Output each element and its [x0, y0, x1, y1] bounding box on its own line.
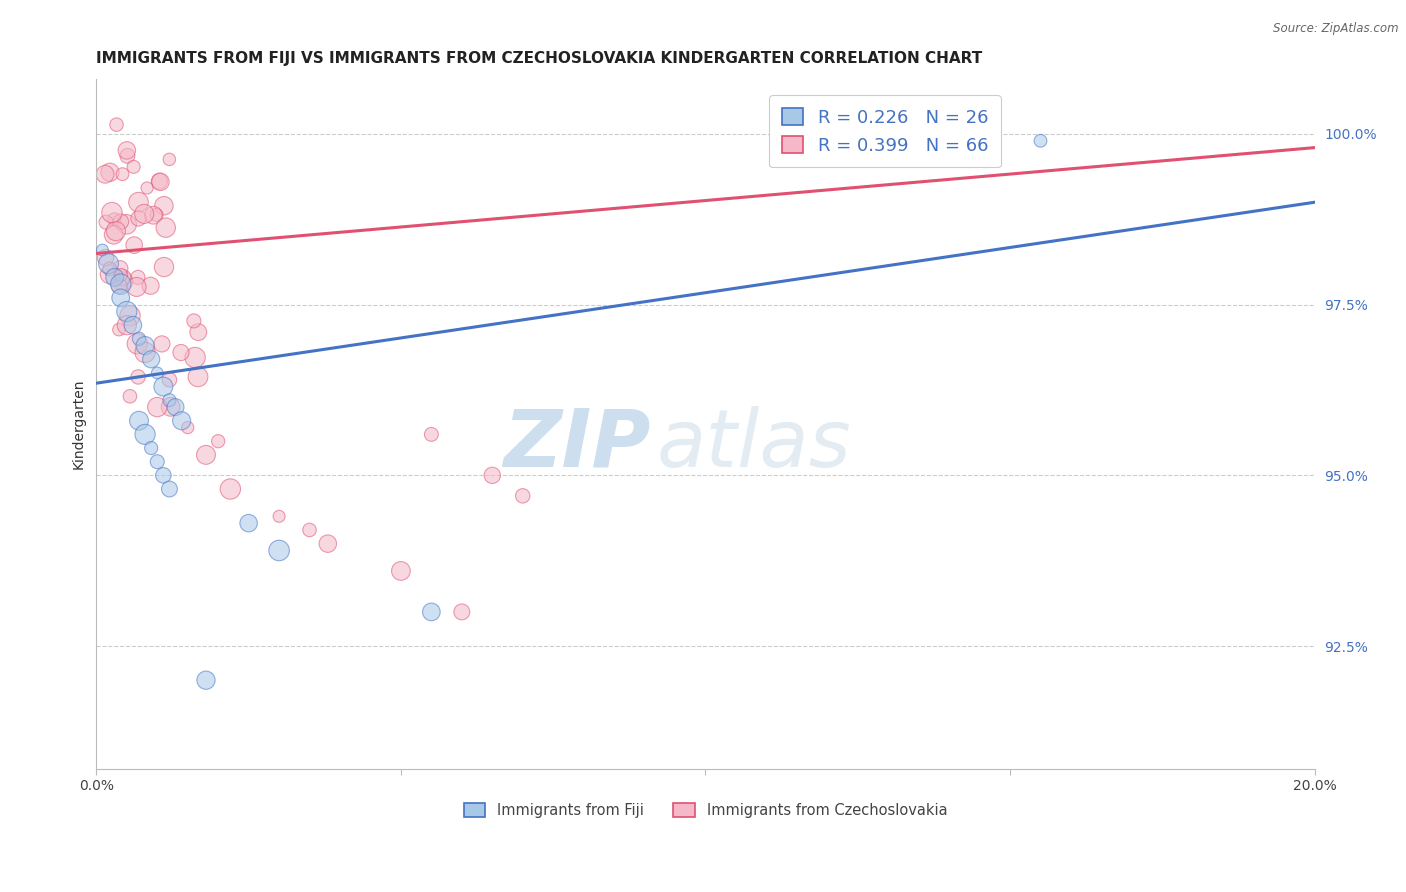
Point: [125, 280, 148, 294]
Point: [316, 536, 339, 550]
Point: [115, 318, 138, 333]
Point: [450, 605, 472, 619]
Point: [165, 400, 187, 414]
Point: [152, 468, 174, 483]
Point: [159, 373, 181, 387]
Point: [153, 199, 176, 213]
Point: [195, 673, 218, 688]
Point: [111, 270, 134, 285]
Point: [97, 257, 120, 271]
Point: [420, 605, 443, 619]
Point: [127, 211, 149, 226]
Point: [127, 370, 149, 384]
Point: [110, 268, 132, 282]
Point: [183, 314, 205, 328]
Point: [128, 414, 150, 428]
Point: [207, 434, 229, 449]
Point: [512, 489, 534, 503]
Point: [267, 543, 290, 558]
Point: [110, 215, 132, 229]
Point: [98, 268, 121, 282]
Point: [155, 220, 177, 235]
Point: [195, 448, 218, 462]
Point: [146, 400, 169, 414]
Point: [141, 352, 163, 367]
Point: [103, 212, 125, 227]
Point: [170, 345, 193, 359]
Point: [122, 318, 145, 333]
Point: [111, 274, 134, 288]
Point: [128, 195, 150, 210]
Point: [153, 260, 176, 274]
Point: [103, 227, 125, 242]
Point: [94, 251, 117, 265]
Point: [141, 441, 163, 455]
Point: [187, 325, 209, 339]
Point: [122, 160, 145, 174]
Point: [184, 351, 207, 365]
Point: [110, 291, 132, 305]
Point: [115, 218, 138, 232]
Y-axis label: Kindergarten: Kindergarten: [72, 379, 86, 469]
Point: [142, 208, 165, 222]
Point: [136, 181, 159, 195]
Point: [104, 270, 127, 285]
Text: Source: ZipAtlas.com: Source: ZipAtlas.com: [1274, 22, 1399, 36]
Point: [219, 482, 242, 496]
Point: [108, 261, 131, 276]
Point: [110, 277, 132, 292]
Point: [187, 369, 209, 384]
Point: [105, 118, 128, 132]
Point: [134, 427, 156, 442]
Point: [127, 270, 149, 285]
Point: [298, 523, 321, 537]
Point: [157, 153, 180, 167]
Point: [117, 149, 139, 163]
Point: [134, 345, 156, 359]
Point: [134, 207, 156, 221]
Point: [108, 323, 131, 337]
Text: atlas: atlas: [657, 406, 852, 483]
Point: [118, 389, 141, 403]
Point: [98, 165, 121, 179]
Point: [108, 279, 131, 293]
Point: [146, 455, 169, 469]
Point: [146, 366, 169, 380]
Point: [98, 261, 121, 276]
Point: [420, 427, 443, 442]
Point: [127, 336, 149, 351]
Point: [177, 420, 200, 434]
Point: [150, 337, 173, 351]
Point: [115, 144, 138, 158]
Point: [170, 414, 193, 428]
Text: IMMIGRANTS FROM FIJI VS IMMIGRANTS FROM CZECHOSLOVAKIA KINDERGARTEN CORRELATION : IMMIGRANTS FROM FIJI VS IMMIGRANTS FROM …: [97, 51, 983, 66]
Point: [94, 167, 117, 181]
Point: [94, 215, 117, 229]
Point: [134, 338, 156, 352]
Point: [238, 516, 260, 530]
Point: [389, 564, 412, 578]
Point: [159, 393, 181, 408]
Point: [267, 509, 290, 524]
Text: ZIP: ZIP: [503, 406, 651, 483]
Point: [152, 379, 174, 393]
Point: [118, 309, 141, 323]
Point: [139, 278, 162, 293]
Point: [1029, 134, 1052, 148]
Point: [122, 238, 145, 252]
Point: [159, 400, 181, 414]
Point: [145, 208, 167, 222]
Point: [149, 175, 172, 189]
Point: [91, 243, 114, 257]
Point: [115, 304, 138, 318]
Point: [101, 205, 124, 219]
Point: [481, 468, 503, 483]
Point: [159, 482, 181, 496]
Point: [111, 167, 134, 181]
Point: [128, 332, 150, 346]
Point: [148, 174, 170, 188]
Legend: Immigrants from Fiji, Immigrants from Czechoslovakia: Immigrants from Fiji, Immigrants from Cz…: [458, 797, 953, 823]
Point: [104, 224, 127, 238]
